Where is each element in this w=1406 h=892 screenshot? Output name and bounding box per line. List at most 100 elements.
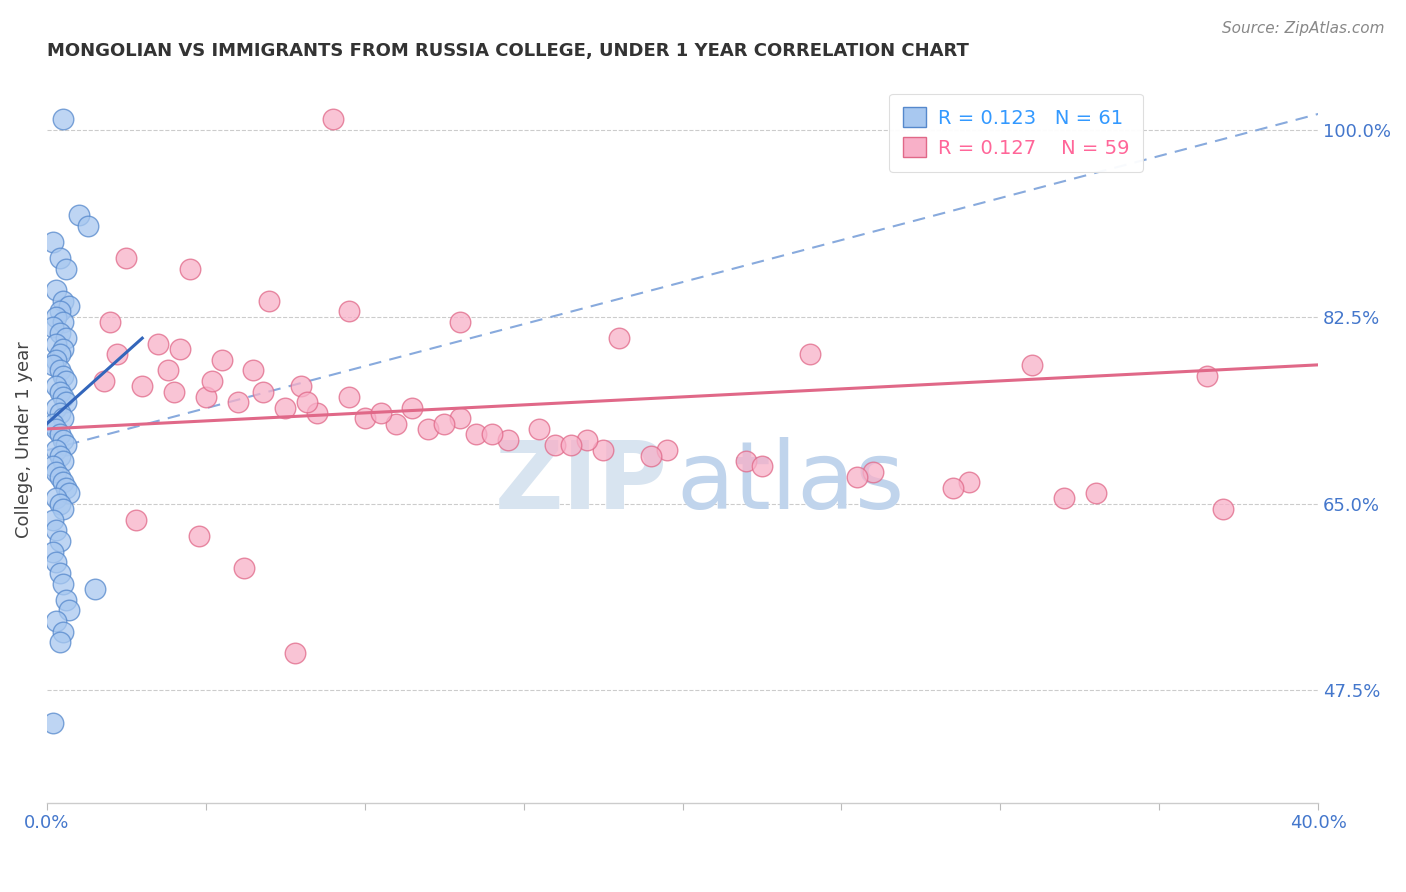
Point xyxy=(305,406,328,420)
Point xyxy=(337,390,360,404)
Point xyxy=(194,390,217,404)
Point xyxy=(52,576,75,591)
Point xyxy=(48,449,70,463)
Point xyxy=(735,454,758,468)
Point xyxy=(45,379,67,393)
Point xyxy=(45,310,67,324)
Point xyxy=(655,443,678,458)
Point xyxy=(48,406,70,420)
Point xyxy=(42,417,65,431)
Point xyxy=(465,427,488,442)
Point xyxy=(942,481,965,495)
Point xyxy=(45,352,67,367)
Point xyxy=(52,112,75,127)
Point xyxy=(58,603,80,617)
Point xyxy=(105,347,128,361)
Point xyxy=(1021,358,1043,372)
Point xyxy=(607,331,630,345)
Point xyxy=(52,433,75,447)
Point xyxy=(45,465,67,479)
Point xyxy=(274,401,297,415)
Point xyxy=(52,315,75,329)
Point xyxy=(640,449,662,463)
Point xyxy=(45,614,67,628)
Point xyxy=(42,459,65,474)
Point xyxy=(93,374,115,388)
Point xyxy=(52,475,75,490)
Point xyxy=(48,635,70,649)
Y-axis label: College, Under 1 year: College, Under 1 year xyxy=(15,342,32,538)
Point xyxy=(42,715,65,730)
Point xyxy=(232,560,254,574)
Legend: R = 0.123   N = 61, R = 0.127    N = 59: R = 0.123 N = 61, R = 0.127 N = 59 xyxy=(890,94,1143,171)
Point xyxy=(846,470,869,484)
Point xyxy=(52,293,75,308)
Point xyxy=(401,401,423,415)
Point xyxy=(1212,502,1234,516)
Point xyxy=(211,352,233,367)
Point xyxy=(45,422,67,436)
Point xyxy=(45,491,67,506)
Point xyxy=(529,422,551,436)
Point xyxy=(226,395,249,409)
Point xyxy=(385,417,408,431)
Point xyxy=(42,513,65,527)
Point xyxy=(52,454,75,468)
Point xyxy=(48,347,70,361)
Point xyxy=(48,470,70,484)
Point xyxy=(156,363,179,377)
Point xyxy=(67,208,90,222)
Point xyxy=(48,534,70,549)
Point xyxy=(1084,486,1107,500)
Point xyxy=(353,411,375,425)
Point xyxy=(259,293,281,308)
Point xyxy=(544,438,567,452)
Point xyxy=(252,384,274,399)
Point xyxy=(45,443,67,458)
Point xyxy=(77,219,100,233)
Point xyxy=(481,427,503,442)
Text: atlas: atlas xyxy=(676,437,904,529)
Point xyxy=(52,411,75,425)
Point xyxy=(799,347,821,361)
Point xyxy=(576,433,599,447)
Point xyxy=(48,363,70,377)
Point xyxy=(52,342,75,356)
Point xyxy=(45,524,67,538)
Point xyxy=(337,304,360,318)
Point xyxy=(83,582,105,596)
Point xyxy=(48,427,70,442)
Point xyxy=(55,395,77,409)
Point xyxy=(449,315,471,329)
Point xyxy=(48,384,70,399)
Text: MONGOLIAN VS IMMIGRANTS FROM RUSSIA COLLEGE, UNDER 1 YEAR CORRELATION CHART: MONGOLIAN VS IMMIGRANTS FROM RUSSIA COLL… xyxy=(46,42,969,60)
Point xyxy=(862,465,884,479)
Point xyxy=(55,438,77,452)
Point xyxy=(957,475,980,490)
Point xyxy=(48,251,70,265)
Point xyxy=(52,390,75,404)
Point xyxy=(242,363,264,377)
Point xyxy=(146,336,169,351)
Point xyxy=(290,379,312,393)
Point xyxy=(52,368,75,383)
Point xyxy=(42,320,65,334)
Point xyxy=(560,438,582,452)
Point xyxy=(55,481,77,495)
Point xyxy=(45,283,67,297)
Point xyxy=(131,379,153,393)
Point xyxy=(55,261,77,276)
Point xyxy=(115,251,138,265)
Point xyxy=(284,646,307,660)
Point xyxy=(370,406,392,420)
Point xyxy=(169,342,191,356)
Point xyxy=(1195,368,1218,383)
Text: Source: ZipAtlas.com: Source: ZipAtlas.com xyxy=(1222,21,1385,36)
Point xyxy=(1053,491,1076,506)
Point xyxy=(52,624,75,639)
Point xyxy=(55,331,77,345)
Point xyxy=(42,544,65,558)
Point xyxy=(125,513,148,527)
Point xyxy=(55,592,77,607)
Point xyxy=(100,315,122,329)
